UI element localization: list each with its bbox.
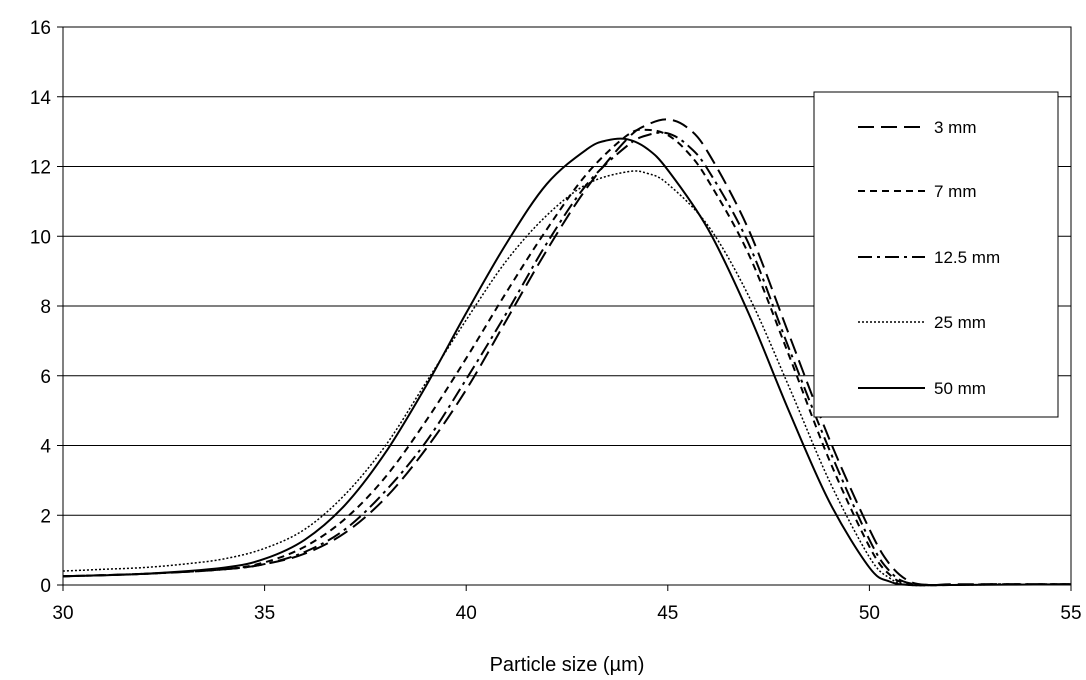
x-tick-label: 45 <box>657 603 678 624</box>
y-tick-label: 0 <box>40 576 51 597</box>
y-tick-label: 2 <box>40 506 51 527</box>
x-tick-label: 35 <box>254 603 275 624</box>
series-line-7-mm <box>62 128 1072 587</box>
x-tick-label: 55 <box>1060 603 1081 624</box>
x-tick-label: 50 <box>859 603 880 624</box>
y-tick-label: 10 <box>30 227 51 248</box>
series-line-12-5-mm <box>62 131 1072 587</box>
legend-label: 12.5 mm <box>934 248 1000 267</box>
x-axis: 30 35 40 45 50 55 <box>52 585 1082 624</box>
y-axis: 0 2 4 6 8 10 12 14 16 <box>30 18 63 597</box>
legend-box <box>813 91 1059 418</box>
y-tick-label: 6 <box>40 367 51 388</box>
y-tick-label: 16 <box>30 18 51 39</box>
x-axis-title: Particle size (µm) <box>490 654 645 676</box>
x-tick-label: 40 <box>456 603 477 624</box>
series-line-50-mm <box>62 137 1072 587</box>
y-tick-label: 8 <box>40 297 51 318</box>
legend: 3 mm 7 mm 12.5 mm 25 mm 50 mm <box>813 91 1059 418</box>
series-line-3-mm <box>62 118 1071 587</box>
y-tick-label: 14 <box>30 88 52 109</box>
y-tick-label: 12 <box>30 158 51 179</box>
x-tick-label: 30 <box>52 603 73 624</box>
legend-label: 3 mm <box>934 118 977 137</box>
series-line-25-mm <box>62 170 1072 587</box>
series-layer <box>62 118 1072 587</box>
legend-label: 25 mm <box>934 313 986 332</box>
legend-label: 50 mm <box>934 379 986 398</box>
legend-label: 7 mm <box>934 182 977 201</box>
y-tick-label: 4 <box>40 437 51 458</box>
